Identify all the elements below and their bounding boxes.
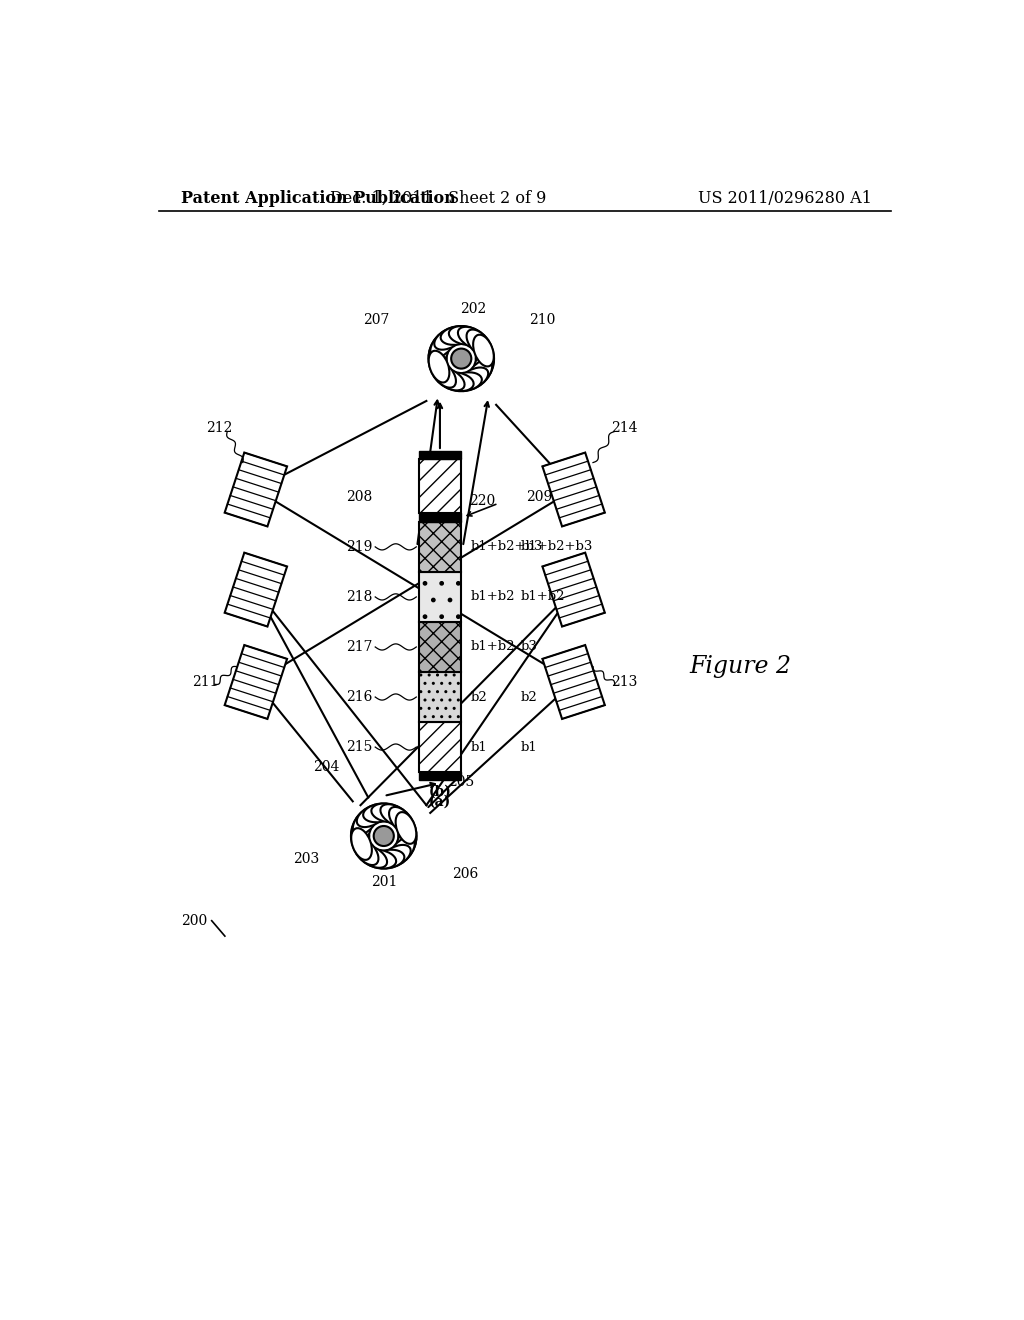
Text: 214: 214 [610,421,637,434]
Ellipse shape [364,804,396,822]
Text: b1+b2: b1+b2 [471,590,515,603]
Ellipse shape [381,845,411,867]
Text: b2: b2 [521,690,538,704]
Polygon shape [543,553,605,627]
Bar [419,722,461,772]
Text: 207: 207 [362,313,389,327]
Bar [419,512,461,521]
Ellipse shape [440,326,474,345]
Ellipse shape [351,828,372,859]
Bar [419,772,461,780]
Polygon shape [224,645,287,719]
Ellipse shape [372,804,404,822]
Bar [419,459,461,512]
Ellipse shape [351,812,372,843]
Text: Patent Application Publication: Patent Application Publication [180,190,456,207]
Polygon shape [543,645,605,719]
Ellipse shape [395,812,417,843]
Ellipse shape [440,372,474,391]
Ellipse shape [434,367,465,391]
Ellipse shape [429,335,450,367]
Text: 216: 216 [346,690,372,704]
Ellipse shape [353,807,379,834]
Ellipse shape [434,327,465,350]
Polygon shape [224,553,287,627]
Text: b1+b2+b3: b1+b2+b3 [471,540,543,553]
Ellipse shape [430,360,456,388]
Text: Figure 2: Figure 2 [689,655,792,678]
Ellipse shape [356,845,387,867]
Ellipse shape [389,837,415,865]
Text: 202: 202 [460,301,486,315]
Text: 205: 205 [449,775,474,789]
Text: 217: 217 [346,640,372,653]
Text: 218: 218 [346,590,372,605]
Text: 208: 208 [346,490,372,504]
Ellipse shape [428,342,446,375]
Ellipse shape [395,828,417,859]
Text: 220: 220 [469,494,496,508]
Text: 204: 204 [313,760,340,774]
Bar [419,572,461,622]
Ellipse shape [364,850,396,869]
Text: b1+b2: b1+b2 [521,590,565,603]
Text: 210: 210 [529,313,556,327]
Bar [419,451,461,459]
Ellipse shape [353,837,379,865]
Text: 213: 213 [610,675,637,689]
Text: (a): (a) [429,795,451,808]
Text: 219: 219 [346,540,372,554]
Text: 209: 209 [525,490,552,504]
Circle shape [452,348,471,368]
Ellipse shape [476,342,494,375]
Text: 206: 206 [452,867,478,882]
Text: 201: 201 [371,875,397,890]
Ellipse shape [473,351,494,383]
Bar [419,521,461,572]
Ellipse shape [458,327,488,350]
Text: 211: 211 [193,675,219,689]
Ellipse shape [430,330,456,358]
Ellipse shape [449,326,482,345]
Polygon shape [224,453,287,527]
Ellipse shape [458,367,488,391]
Text: b1+b2+b3: b1+b2+b3 [521,540,593,553]
Ellipse shape [449,372,482,391]
Ellipse shape [372,850,404,869]
Text: 203: 203 [293,853,319,866]
Ellipse shape [429,351,450,383]
Text: Dec. 1, 2011   Sheet 2 of 9: Dec. 1, 2011 Sheet 2 of 9 [330,190,546,207]
Text: 212: 212 [206,421,232,434]
Ellipse shape [467,330,493,358]
Ellipse shape [381,804,411,828]
Ellipse shape [467,360,493,388]
Bar [419,622,461,672]
Text: 200: 200 [181,913,207,928]
Text: 215: 215 [346,741,372,754]
Ellipse shape [473,335,494,367]
Text: b1: b1 [471,741,487,754]
Text: b3: b3 [521,640,538,653]
Polygon shape [543,453,605,527]
Text: b1+b2: b1+b2 [471,640,515,653]
Bar [419,672,461,722]
Text: b2: b2 [471,690,487,704]
Ellipse shape [398,820,417,853]
Text: (b): (b) [428,785,452,799]
Text: US 2011/0296280 A1: US 2011/0296280 A1 [698,190,872,207]
Text: b1: b1 [521,741,538,754]
Ellipse shape [389,807,415,834]
Circle shape [374,826,394,846]
Ellipse shape [351,820,370,853]
Ellipse shape [356,804,387,828]
